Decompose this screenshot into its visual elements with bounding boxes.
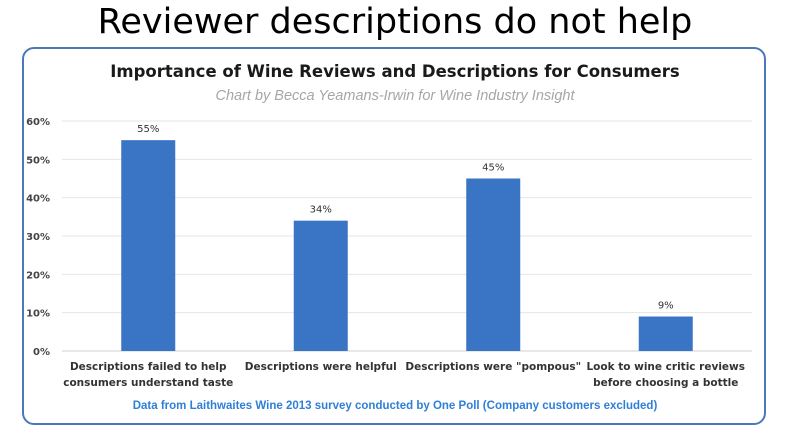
y-tick-label: 20% [26,270,50,281]
bar [638,316,693,351]
x-tick-label: consumers understand taste [63,377,233,389]
y-tick-label: 0% [33,347,50,358]
x-tick-label: Descriptions failed to help [70,361,227,373]
x-tick-label: Look to wine critic reviews [586,361,745,373]
x-tick-label: Descriptions were "pompous" [405,361,581,373]
data-label: 55% [137,124,159,135]
y-tick-label: 10% [26,309,50,320]
data-label: 45% [482,163,504,174]
chart-subtitle: Chart by Becca Yeamans-Irwin for Wine In… [215,88,575,104]
chart-title: Importance of Wine Reviews and Descripti… [110,62,680,81]
y-tick-label: 50% [26,155,50,166]
x-tick-label: before choosing a bottle [593,377,738,389]
y-tick-label: 60% [26,117,50,128]
y-tick-label: 30% [26,232,50,243]
data-label: 9% [658,301,674,312]
x-tick-label: Descriptions were helpful [245,361,397,373]
slide-title: Reviewer descriptions do not help [97,2,693,42]
data-label: 34% [310,205,332,216]
bar [466,178,521,351]
bar [121,140,176,351]
source-note: Data from Laithwaites Wine 2013 survey c… [133,400,658,412]
bar [293,220,348,351]
y-tick-label: 40% [26,194,50,205]
